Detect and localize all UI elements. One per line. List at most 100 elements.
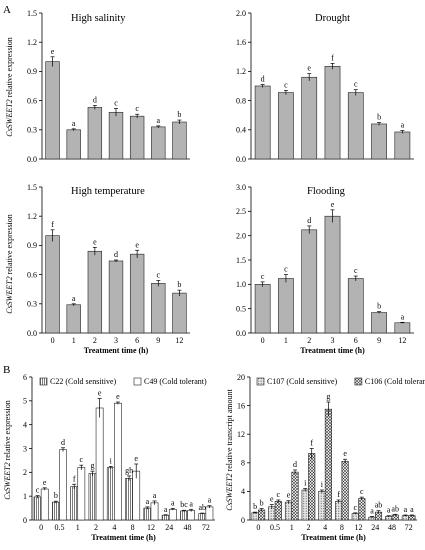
x-axis-label: Treatment time (h) — [91, 533, 156, 542]
x-tick-label: 0 — [261, 336, 265, 345]
bar — [308, 453, 316, 521]
bar — [125, 477, 133, 521]
x-tick-label: 4 — [323, 523, 327, 532]
significance-letter: e — [116, 392, 120, 401]
significance-letter: e — [93, 237, 97, 246]
significance-letter: a — [404, 505, 408, 514]
bar — [335, 501, 343, 521]
legend-swatch — [39, 377, 48, 386]
x-tick-label: 4 — [112, 523, 116, 532]
significance-letter: c — [135, 104, 139, 113]
x-tick-label: 12 — [355, 523, 363, 532]
y-tick-label: 0.6 — [27, 270, 37, 279]
significance-letter: a — [157, 116, 161, 125]
y-tick-label: 1.5 — [27, 183, 37, 192]
bar — [172, 121, 187, 160]
bar — [87, 250, 103, 334]
bar — [114, 402, 122, 521]
bar — [33, 496, 42, 521]
significance-letter: a — [164, 505, 168, 514]
y-tick-label: 3.0 — [236, 183, 246, 192]
significance-letter: b — [377, 302, 381, 311]
y-tick-label: 4 — [23, 420, 27, 429]
y-tick-label: 12 — [237, 430, 245, 439]
bar — [358, 498, 366, 521]
y-tick-label: 1 — [23, 492, 27, 501]
bar — [129, 115, 145, 160]
bar — [341, 461, 349, 521]
y-tick-label: 8 — [241, 459, 245, 468]
bar — [108, 111, 124, 160]
significance-letter: b — [177, 280, 181, 289]
y-axis-label: CsSWEET2 relative expression — [5, 214, 14, 314]
bar — [371, 312, 387, 334]
significance-letter: a — [171, 498, 175, 507]
x-tick-label: 12 — [175, 336, 183, 345]
y-tick-label: 0 — [241, 516, 245, 525]
bar — [258, 509, 266, 521]
significance-letter: e — [134, 454, 138, 463]
x-tick-label: 24 — [371, 523, 379, 532]
significance-letter: a — [401, 312, 405, 321]
bar — [45, 235, 60, 334]
chart-drought: 0.0 0.4 0.8 1.2 1.6 2.0 Drought d c e f c b a — [236, 9, 414, 164]
significance-letter: f — [73, 474, 76, 483]
significance-letter: d — [261, 75, 265, 84]
significance-letter: a — [72, 119, 76, 128]
bar — [161, 514, 170, 521]
significance-letter: b — [260, 499, 264, 508]
significance-letter: e — [98, 388, 102, 397]
significance-letter: e — [343, 449, 347, 458]
significance-letter: g — [326, 392, 330, 401]
significance-letter: d — [293, 460, 297, 469]
x-tick-label: 12 — [398, 336, 406, 345]
x-tick-label: 1 — [284, 336, 288, 345]
x-tick-label: 12 — [147, 523, 155, 532]
significance-letter: e — [331, 200, 335, 209]
x-axis-label: Treatment time (h) — [84, 346, 149, 355]
bar — [132, 470, 141, 521]
significance-letter: b — [54, 491, 58, 500]
y-tick-label: 0.5 — [236, 304, 246, 313]
y-tick-label: 0.3 — [27, 300, 37, 309]
x-tick-label: 2 — [307, 336, 311, 345]
chart-salinity: 0.0 0.3 0.6 0.9 1.2 1.5 High salinity CsSWEET2 … — [5, 9, 190, 164]
y-tick-label: 5 — [23, 397, 27, 406]
y-axis-label: CsSWEET2 relative expression — [5, 37, 14, 137]
bar — [108, 260, 124, 334]
bar — [301, 229, 318, 334]
bar — [172, 292, 187, 334]
x-tick-label: 1 — [72, 336, 76, 345]
bar — [40, 488, 49, 521]
significance-letter: i — [304, 479, 307, 488]
y-tick-label: 1.6 — [236, 38, 246, 47]
y-tick-label: 0.0 — [27, 329, 37, 338]
bar — [278, 92, 294, 160]
significance-letter: gh — [125, 466, 133, 475]
bar — [66, 304, 81, 334]
y-tick-label: 0.6 — [27, 96, 37, 105]
bar — [77, 467, 86, 521]
y-tick-label: 1.2 — [236, 67, 246, 76]
y-tick-label: 0.4 — [236, 126, 246, 135]
significance-letter: e — [307, 64, 311, 73]
bar — [251, 512, 259, 521]
bar — [394, 322, 411, 334]
legend-swatch — [256, 377, 265, 386]
significance-letter: f — [337, 490, 340, 499]
legend-label: C49 (Cold tolerant) — [144, 377, 207, 386]
bar — [371, 123, 387, 160]
x-tick-label: 8 — [131, 523, 135, 532]
significance-letter: f — [331, 53, 334, 62]
significance-letter: c — [157, 270, 161, 279]
bar — [143, 507, 152, 521]
legend-label: C106 (Cold tolerant) — [365, 377, 425, 386]
chart-title: High salinity — [71, 13, 126, 24]
charts-layer: 0.0 0.3 0.6 0.9 1.2 1.5 High salinity CsSWEET2 … — [3, 9, 425, 542]
bar — [151, 283, 166, 334]
significance-letter: g — [90, 461, 94, 470]
bar — [52, 501, 60, 521]
y-tick-label: 0.9 — [27, 241, 37, 250]
bar — [106, 467, 115, 521]
bar — [351, 513, 359, 521]
